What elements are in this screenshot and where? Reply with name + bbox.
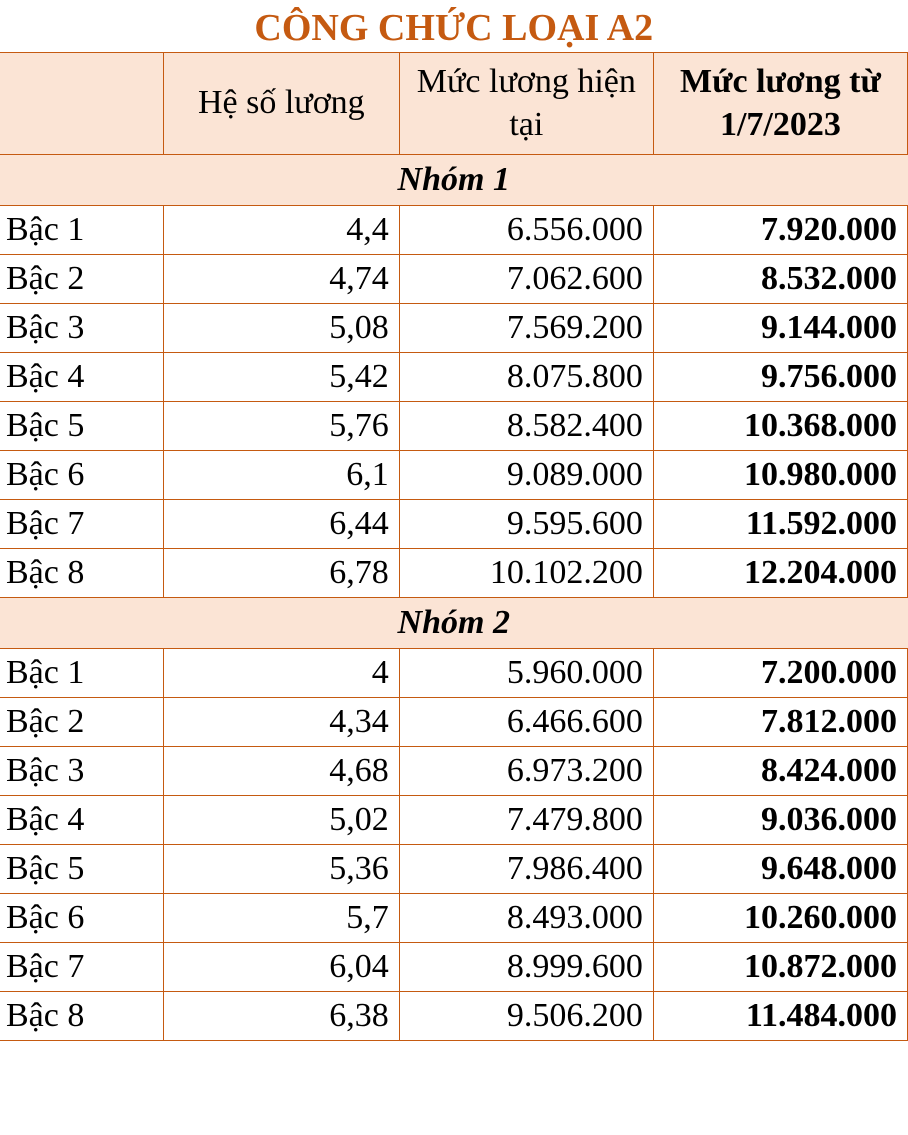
row-label: Bậc 7	[0, 943, 163, 992]
row-current-salary: 6.556.000	[399, 206, 653, 255]
header-row: Hệ số lươngMức lương hiện tạiMức lương t…	[0, 53, 908, 155]
row-current-salary: 9.089.000	[399, 451, 653, 500]
header-current-salary: Mức lương hiện tại	[399, 53, 653, 155]
table-row: Bậc 76,048.999.60010.872.000	[0, 943, 908, 992]
row-new-salary: 9.756.000	[653, 353, 907, 402]
row-current-salary: 8.999.600	[399, 943, 653, 992]
row-coefficient: 5,7	[163, 894, 399, 943]
row-label: Bậc 5	[0, 845, 163, 894]
row-label: Bậc 2	[0, 255, 163, 304]
row-coefficient: 4,68	[163, 747, 399, 796]
row-current-salary: 7.986.400	[399, 845, 653, 894]
row-coefficient: 6,44	[163, 500, 399, 549]
table-row: Bậc 76,449.595.60011.592.000	[0, 500, 908, 549]
row-label: Bậc 3	[0, 304, 163, 353]
row-label: Bậc 1	[0, 206, 163, 255]
row-new-salary: 10.980.000	[653, 451, 907, 500]
row-coefficient: 5,42	[163, 353, 399, 402]
table-row: Bậc 45,027.479.8009.036.000	[0, 796, 908, 845]
row-new-salary: 12.204.000	[653, 549, 907, 598]
header-new-salary: Mức lương từ 1/7/2023	[653, 53, 907, 155]
header-blank	[0, 53, 163, 155]
table-row: Bậc 14,46.556.0007.920.000	[0, 206, 908, 255]
row-new-salary: 7.200.000	[653, 649, 907, 698]
row-coefficient: 4,74	[163, 255, 399, 304]
table-row: Bậc 65,78.493.00010.260.000	[0, 894, 908, 943]
row-label: Bậc 6	[0, 451, 163, 500]
table-row: Bậc 24,747.062.6008.532.000	[0, 255, 908, 304]
row-current-salary: 6.973.200	[399, 747, 653, 796]
table-row: Bậc 145.960.0007.200.000	[0, 649, 908, 698]
row-current-salary: 10.102.200	[399, 549, 653, 598]
group-name: Nhóm 1	[0, 155, 908, 206]
table-title: CÔNG CHỨC LOẠI A2	[0, 0, 908, 53]
row-new-salary: 9.036.000	[653, 796, 907, 845]
row-new-salary: 9.144.000	[653, 304, 907, 353]
row-coefficient: 4	[163, 649, 399, 698]
row-current-salary: 7.062.600	[399, 255, 653, 304]
table-row: Bậc 86,389.506.20011.484.000	[0, 992, 908, 1041]
table-row: Bậc 55,367.986.4009.648.000	[0, 845, 908, 894]
row-coefficient: 4,4	[163, 206, 399, 255]
row-coefficient: 6,78	[163, 549, 399, 598]
table-row: Bậc 55,768.582.40010.368.000	[0, 402, 908, 451]
row-label: Bậc 5	[0, 402, 163, 451]
row-new-salary: 10.260.000	[653, 894, 907, 943]
row-current-salary: 6.466.600	[399, 698, 653, 747]
row-label: Bậc 4	[0, 796, 163, 845]
row-coefficient: 6,04	[163, 943, 399, 992]
row-new-salary: 10.872.000	[653, 943, 907, 992]
row-new-salary: 7.812.000	[653, 698, 907, 747]
row-new-salary: 10.368.000	[653, 402, 907, 451]
row-current-salary: 5.960.000	[399, 649, 653, 698]
table-row: Bậc 34,686.973.2008.424.000	[0, 747, 908, 796]
row-label: Bậc 3	[0, 747, 163, 796]
header-coefficient: Hệ số lương	[163, 53, 399, 155]
row-current-salary: 7.479.800	[399, 796, 653, 845]
row-label: Bậc 8	[0, 992, 163, 1041]
table-row: Bậc 24,346.466.6007.812.000	[0, 698, 908, 747]
row-current-salary: 8.582.400	[399, 402, 653, 451]
group-name: Nhóm 2	[0, 598, 908, 649]
row-new-salary: 9.648.000	[653, 845, 907, 894]
row-label: Bậc 4	[0, 353, 163, 402]
salary-table-container: CÔNG CHỨC LOẠI A2Hệ số lươngMức lương hi…	[0, 0, 908, 1041]
row-new-salary: 11.484.000	[653, 992, 907, 1041]
row-label: Bậc 6	[0, 894, 163, 943]
row-coefficient: 5,02	[163, 796, 399, 845]
table-row: Bậc 86,7810.102.20012.204.000	[0, 549, 908, 598]
row-current-salary: 8.075.800	[399, 353, 653, 402]
row-label: Bậc 2	[0, 698, 163, 747]
title-row: CÔNG CHỨC LOẠI A2	[0, 0, 908, 53]
row-current-salary: 8.493.000	[399, 894, 653, 943]
row-current-salary: 9.506.200	[399, 992, 653, 1041]
row-label: Bậc 7	[0, 500, 163, 549]
row-new-salary: 11.592.000	[653, 500, 907, 549]
group-header: Nhóm 2	[0, 598, 908, 649]
row-coefficient: 5,36	[163, 845, 399, 894]
table-row: Bậc 45,428.075.8009.756.000	[0, 353, 908, 402]
row-coefficient: 4,34	[163, 698, 399, 747]
row-coefficient: 5,76	[163, 402, 399, 451]
row-new-salary: 8.424.000	[653, 747, 907, 796]
table-row: Bậc 35,087.569.2009.144.000	[0, 304, 908, 353]
row-label: Bậc 8	[0, 549, 163, 598]
row-coefficient: 6,38	[163, 992, 399, 1041]
row-current-salary: 9.595.600	[399, 500, 653, 549]
row-label: Bậc 1	[0, 649, 163, 698]
row-current-salary: 7.569.200	[399, 304, 653, 353]
row-coefficient: 6,1	[163, 451, 399, 500]
row-coefficient: 5,08	[163, 304, 399, 353]
group-header: Nhóm 1	[0, 155, 908, 206]
row-new-salary: 8.532.000	[653, 255, 907, 304]
salary-table: CÔNG CHỨC LOẠI A2Hệ số lươngMức lương hi…	[0, 0, 908, 1041]
row-new-salary: 7.920.000	[653, 206, 907, 255]
table-row: Bậc 66,19.089.00010.980.000	[0, 451, 908, 500]
